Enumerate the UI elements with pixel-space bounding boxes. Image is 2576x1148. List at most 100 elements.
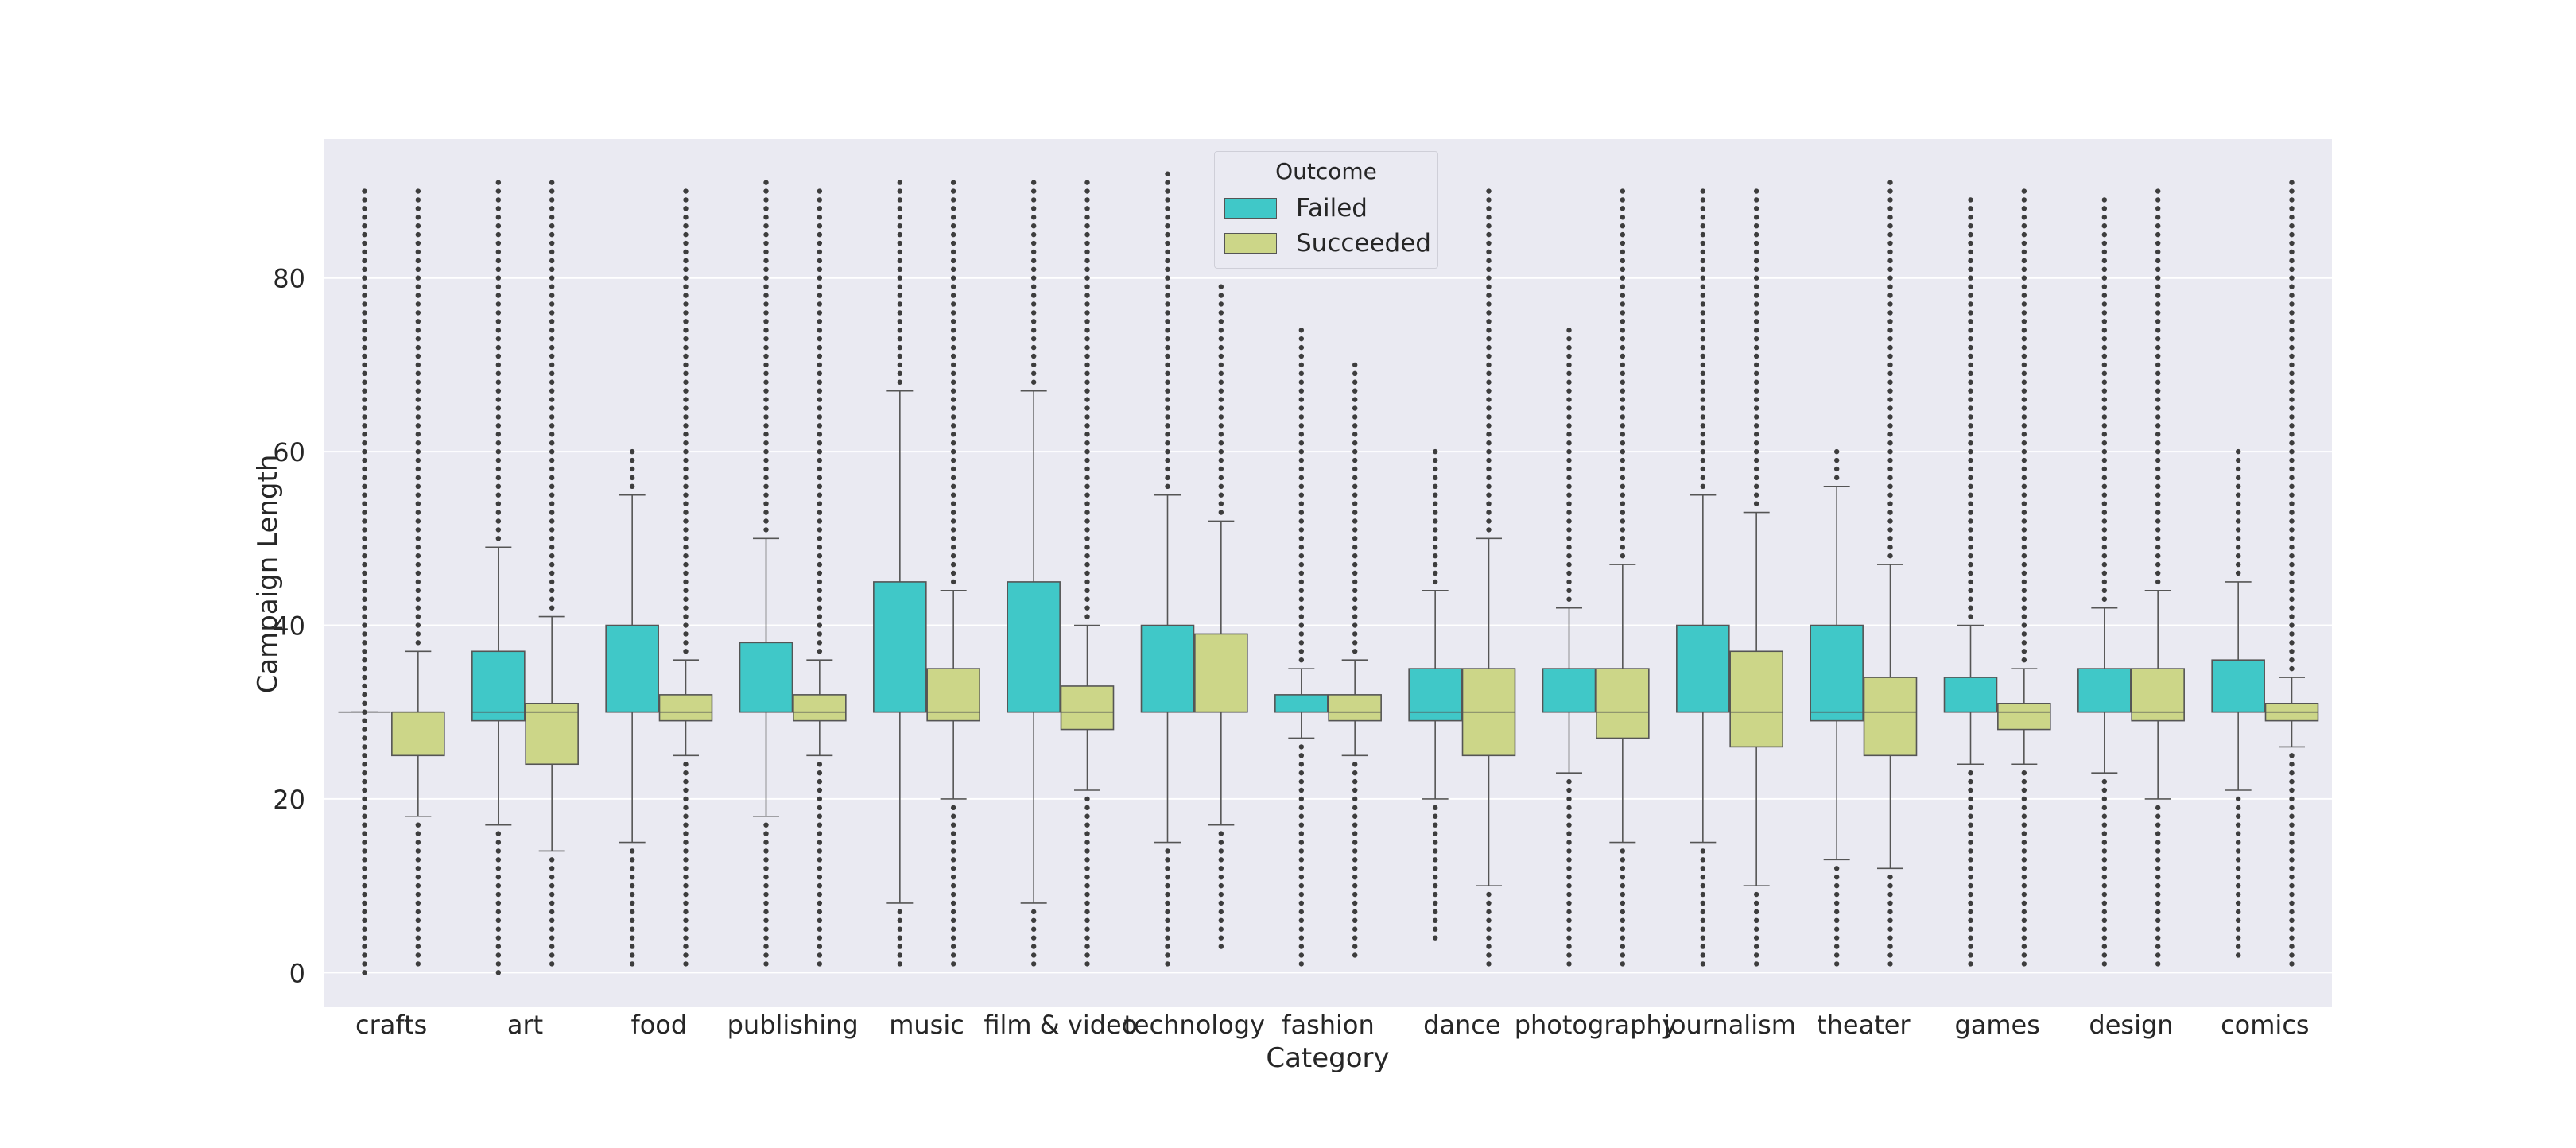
outlier-point <box>495 866 502 871</box>
outlier-point <box>415 466 421 472</box>
outlier-point <box>2021 561 2027 568</box>
outlier-point <box>362 344 367 351</box>
outlier-point <box>1968 457 1973 463</box>
outlier-point <box>1084 527 1090 533</box>
outlier-point <box>683 961 689 967</box>
outlier-point <box>629 857 635 863</box>
outlier-point <box>1165 848 1170 854</box>
outlier-point <box>1887 440 1893 446</box>
outlier-point <box>1298 944 1305 949</box>
outlier-point <box>1030 301 1037 307</box>
outlier-point <box>1298 753 1305 758</box>
outlier-point <box>495 875 502 880</box>
outlier-point <box>2289 840 2295 845</box>
outlier-point <box>1486 457 1492 463</box>
outlier-point <box>495 405 502 411</box>
outlier-point <box>362 831 367 836</box>
outlier-point <box>2235 561 2241 568</box>
outlier-point <box>1298 536 1305 541</box>
outlier-point <box>1352 405 1358 411</box>
outlier-point <box>1566 935 1572 941</box>
outlier-point <box>1030 310 1037 316</box>
outlier-point <box>2101 510 2108 515</box>
outlier-point <box>495 831 502 836</box>
outlier-point <box>1084 188 1090 194</box>
outlier-point <box>1753 405 1759 411</box>
outlier-point <box>1432 805 1438 811</box>
outlier-point <box>2289 310 2295 316</box>
outlier-point <box>2021 440 2027 446</box>
outlier-point <box>763 466 769 472</box>
outlier-point <box>1432 813 1438 819</box>
legend-swatch-failed <box>1224 198 1277 219</box>
outlier-point <box>495 457 502 463</box>
outlier-point <box>2289 231 2295 238</box>
outlier-point <box>629 483 635 489</box>
outlier-point <box>763 831 769 836</box>
outlier-point <box>1084 510 1090 515</box>
outlier-point <box>683 423 689 429</box>
outlier-point <box>2021 335 2027 342</box>
outlier-point <box>415 249 421 255</box>
outlier-point <box>2289 536 2295 541</box>
outlier-point <box>2101 527 2108 533</box>
outlier-point <box>683 900 689 906</box>
outlier-point <box>683 457 689 463</box>
outlier-point <box>1968 857 1973 863</box>
outlier-point <box>2021 840 2027 845</box>
outlier-point <box>1298 900 1305 906</box>
outlier-point <box>2021 293 2027 298</box>
outlier-point <box>950 249 956 255</box>
x-tick-label: technology <box>1123 1010 1265 1040</box>
outlier-point <box>897 362 903 368</box>
outlier-point <box>1887 328 1893 333</box>
outlier-point <box>1968 414 1973 420</box>
outlier-point <box>950 275 956 281</box>
outlier-point <box>2155 405 2161 411</box>
outlier-point <box>683 640 689 646</box>
outlier-point <box>1298 344 1305 351</box>
outlier-point <box>415 397 421 402</box>
outlier-point <box>2289 631 2295 637</box>
outlier-point <box>1887 423 1893 429</box>
outlier-point <box>1566 778 1572 785</box>
outlier-point <box>2235 926 2241 932</box>
outlier-point <box>2021 423 2027 429</box>
outlier-point <box>362 700 367 706</box>
box-rect <box>2211 659 2265 713</box>
outlier-point <box>1968 432 1973 437</box>
outlier-point <box>1968 770 1973 776</box>
outlier-point <box>2021 301 2027 307</box>
outlier-point <box>495 206 502 211</box>
outlier-point <box>1833 875 1840 880</box>
outlier-point <box>1486 510 1492 515</box>
outlier-point <box>1566 917 1572 924</box>
outlier-point <box>1218 857 1224 863</box>
outlier-point <box>2021 432 2027 437</box>
outlier-point <box>763 900 769 906</box>
outlier-point <box>1030 935 1037 941</box>
outlier-point <box>683 266 689 272</box>
outlier-point <box>1165 875 1170 880</box>
outlier-point <box>1486 344 1492 351</box>
outlier-point <box>763 935 769 941</box>
outlier-point <box>1620 197 1626 203</box>
outlier-point <box>549 483 555 489</box>
outlier-point <box>2289 206 2295 211</box>
outlier-point <box>415 440 421 446</box>
outlier-point <box>362 579 367 585</box>
outlier-point <box>1887 448 1893 455</box>
outlier-point <box>897 266 903 272</box>
outlier-point <box>1700 944 1706 949</box>
outlier-point <box>1218 492 1224 498</box>
outlier-point <box>362 527 367 533</box>
outlier-point <box>817 370 823 377</box>
outlier-point <box>549 432 555 437</box>
outlier-point <box>1030 328 1037 333</box>
outlier-point <box>683 335 689 342</box>
outlier-point <box>1165 432 1170 437</box>
outlier-point <box>1218 310 1224 316</box>
outlier-point <box>362 457 367 463</box>
outlier-point <box>2021 483 2027 489</box>
outlier-point <box>2155 822 2161 828</box>
